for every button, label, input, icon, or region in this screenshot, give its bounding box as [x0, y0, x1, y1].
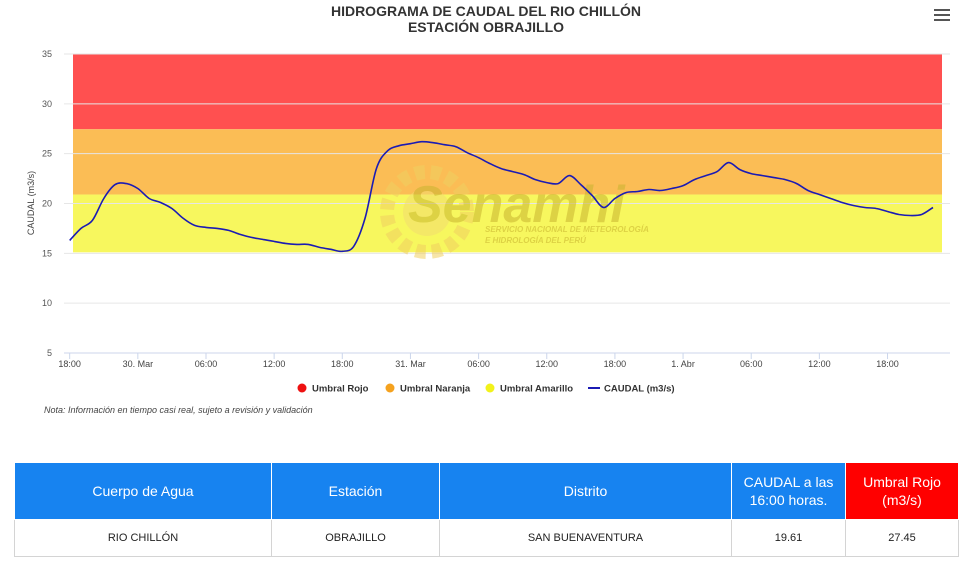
chart-legend: Umbral Rojo Umbral Naranja Umbral Amarillo…	[297, 383, 675, 395]
table-row: RIO CHILLÓN OBRAJILLO SAN BUENAVENTURA 1…	[14, 519, 959, 557]
chart-note: Nota: Información en tiempo casi real, s…	[44, 405, 313, 415]
legend-item-umbral-naranja: Umbral Naranja	[385, 383, 471, 395]
legend-dot-icon	[297, 383, 307, 393]
sun-logo-icon	[380, 165, 474, 259]
legend-label: Umbral Rojo	[312, 384, 369, 395]
cell-caudal: 19.61	[731, 519, 846, 557]
y-tick-label: 10	[42, 298, 52, 308]
header-distrito: Distrito	[439, 462, 732, 520]
legend-dot-icon	[485, 383, 495, 393]
legend-item-umbral-amarillo: Umbral Amarillo	[485, 383, 573, 395]
header-caudal: CAUDAL a las 16:00 horas.	[731, 462, 846, 520]
header-umbral-rojo: Umbral Rojo (m3/s)	[845, 462, 959, 520]
x-tick-label: 06:00	[740, 359, 763, 369]
legend-dot-icon	[385, 383, 395, 393]
y-tick-label: 30	[42, 99, 52, 109]
chart-menu-button[interactable]	[932, 6, 952, 24]
legend-label: Umbral Amarillo	[500, 384, 573, 395]
x-tick-label: 30. Mar	[123, 359, 154, 369]
header-estacion: Estación	[271, 462, 440, 520]
chart-svg: Senamhi SERVICIO NACIONAL DE METEOROLOGÍ…	[26, 2, 950, 395]
y-tick-label: 15	[42, 248, 52, 258]
x-tick-label: 18:00	[331, 359, 354, 369]
cell-umbral-rojo: 27.45	[845, 519, 959, 557]
x-tick-label: 06:00	[467, 359, 490, 369]
legend-item-umbral-rojo: Umbral Rojo	[297, 383, 369, 395]
cell-estacion: OBRAJILLO	[271, 519, 440, 557]
threshold-band-umbral-rojo	[73, 54, 942, 130]
x-tick-label: 18:00	[604, 359, 627, 369]
cell-distrito: SAN BUENAVENTURA	[439, 519, 732, 557]
station-info-table: Cuerpo de Agua Estación Distrito CAUDAL …	[14, 462, 959, 557]
y-tick-label: 20	[42, 199, 52, 209]
caudal-series-line	[69, 140, 934, 253]
hydrograph-chart: Senamhi SERVICIO NACIONAL DE METEOROLOGÍ…	[26, 2, 952, 415]
x-tick-label: 18:00	[58, 359, 81, 369]
legend-item-caudal-m3-s-: CAUDAL (m3/s)	[588, 384, 675, 395]
legend-label: Umbral Naranja	[400, 384, 471, 395]
x-tick-label: 12:00	[535, 359, 558, 369]
header-cuerpo-de-agua: Cuerpo de Agua	[14, 462, 272, 520]
cell-cuerpo-de-agua: RIO CHILLÓN	[14, 519, 272, 557]
y-tick-label: 25	[42, 149, 52, 159]
y-tick-label: 5	[47, 348, 52, 358]
x-tick-label: 12:00	[263, 359, 286, 369]
table-header-row: Cuerpo de Agua Estación Distrito CAUDAL …	[14, 462, 959, 520]
watermark-line2: E HIDROLOGÍA DEL PERÚ	[485, 236, 586, 245]
y-axis-label: CAUDAL (m3/s)	[26, 171, 36, 235]
watermark-line1: SERVICIO NACIONAL DE METEOROLOGÍA	[485, 225, 649, 234]
y-tick-label: 35	[42, 49, 52, 59]
legend-label: CAUDAL (m3/s)	[604, 384, 675, 395]
hamburger-icon	[934, 9, 950, 11]
x-tick-label: 06:00	[195, 359, 218, 369]
x-tick-label: 18:00	[876, 359, 899, 369]
x-tick-label: 12:00	[808, 359, 831, 369]
x-tick-label: 1. Abr	[671, 359, 695, 369]
chart-title-line1: HIDROGRAMA DE CAUDAL DEL RIO CHILLÓN	[331, 2, 641, 19]
chart-title-line2: ESTACIÓN OBRAJILLO	[408, 18, 564, 35]
x-tick-label: 31. Mar	[395, 359, 426, 369]
watermark-brand: Senamhi	[408, 176, 626, 234]
threshold-band-umbral-amarillo	[73, 194, 942, 253]
senamhi-watermark: Senamhi SERVICIO NACIONAL DE METEOROLOGÍ…	[380, 165, 649, 259]
